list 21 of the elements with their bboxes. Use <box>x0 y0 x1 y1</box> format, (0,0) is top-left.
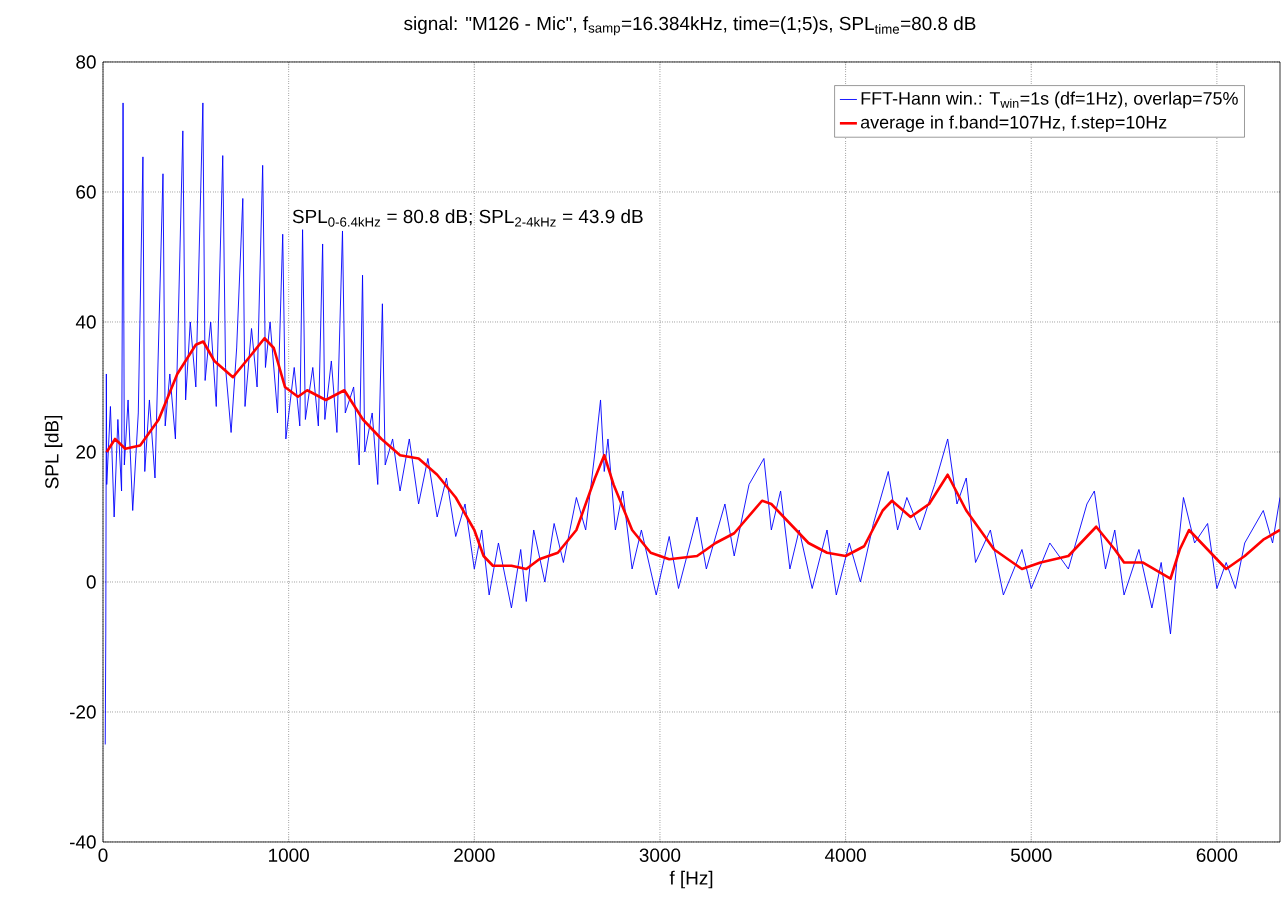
x-tick-label: 2000 <box>454 848 495 862</box>
x-tick-label: 6000 <box>1196 848 1238 862</box>
legend-label: average in f.band=107Hz, f.step=10Hz <box>860 115 1167 133</box>
line-series <box>105 336 1280 581</box>
x-tick-label: 5000 <box>1010 848 1052 862</box>
y-tick-label: 80 <box>76 55 96 69</box>
legend-label: FFT-Hann win.: T$_{win}$=1s (df=1Hz), overlap=75% <box>861 91 1238 109</box>
y-tick-label: -20 <box>69 705 96 719</box>
x-axis-title: f [Hz] <box>669 870 713 889</box>
x-tick-label: 3000 <box>639 848 681 862</box>
chart-title: signal: "M126 - Mic", f$_{samp}$=16.384kHz, time=(1;5)s, SPL$_{time}$=80.8 dB <box>404 16 976 36</box>
x-tick-label: 4000 <box>824 848 866 862</box>
annotation: SPL$_{0-6.4kHz}$ = 80.8 dB; SPL$_{2-4kHz}$ = 43.9 dB <box>292 209 643 227</box>
x-tick-label: 1000 <box>269 848 309 862</box>
y-axis-title: SPL [dB] <box>44 416 63 489</box>
y-tick-label: -40 <box>69 835 96 849</box>
y-tick-label: 20 <box>76 445 96 459</box>
y-tick-label: 40 <box>75 315 96 329</box>
y-tick-label: 0 <box>86 575 96 589</box>
x-tick-label: 0 <box>98 848 108 862</box>
y-tick-label: 60 <box>76 185 96 199</box>
